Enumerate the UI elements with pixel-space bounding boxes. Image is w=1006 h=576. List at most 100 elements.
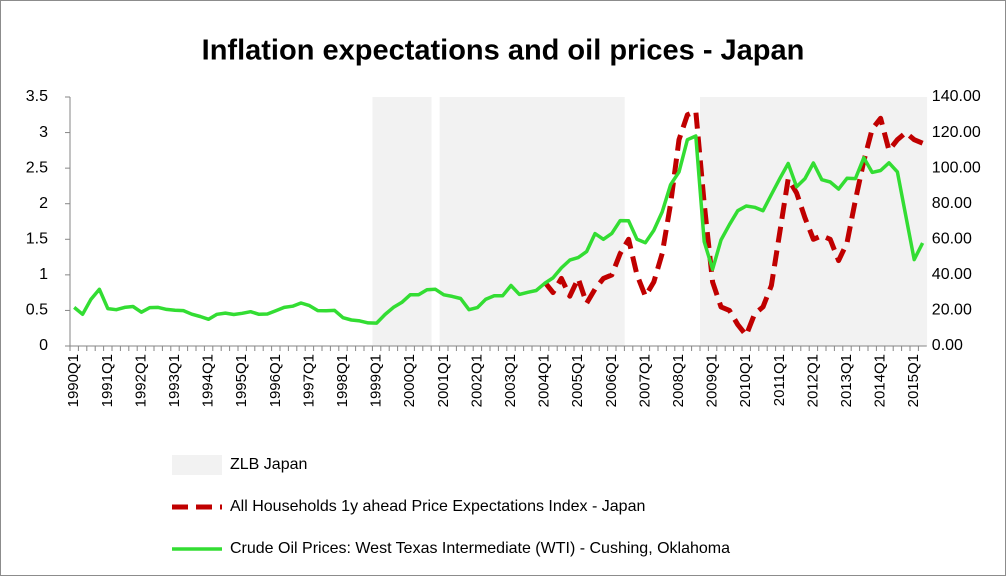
x-tick-label: 2001Q1: [435, 354, 452, 407]
shade-bar: [506, 97, 516, 346]
y2-tick-label: 0.00: [932, 337, 963, 354]
x-tick-label: 1998Q1: [334, 354, 351, 407]
shade-bar: [515, 97, 524, 346]
y-tick-label: 0: [39, 337, 48, 354]
shade-bar: [582, 97, 592, 346]
shade-bar: [574, 97, 583, 346]
x-tick-label: 1994Q1: [200, 354, 217, 407]
shade-bar: [784, 97, 793, 346]
x-tick-label: 2015Q1: [905, 354, 922, 407]
series-line: [542, 108, 924, 338]
shade-bar: [826, 97, 835, 346]
shade-bar: [565, 97, 575, 346]
shade-bar: [742, 97, 751, 346]
series-line: [73, 134, 925, 325]
x-tick-label: 2014Q1: [872, 354, 889, 407]
shade-bar: [859, 97, 869, 346]
shade-bar: [389, 97, 398, 346]
shade-bar: [490, 97, 499, 346]
shade-bar: [498, 97, 508, 346]
shade-bar: [893, 97, 902, 346]
shade-bar: [733, 97, 743, 346]
shade-bar: [918, 97, 928, 346]
shade-bar: [708, 97, 718, 346]
x-tick-label: 2006Q1: [603, 354, 620, 407]
shade-bar: [414, 97, 424, 346]
y-tick-label: 3.5: [26, 88, 48, 105]
y2-tick-label: 60.00: [932, 231, 972, 248]
shade-bar: [464, 97, 474, 346]
chart-title: Inflation expectations and oil prices - …: [202, 35, 805, 67]
shade-bar: [868, 97, 877, 346]
shade-bar: [767, 97, 776, 346]
x-tick-label: 1997Q1: [300, 354, 317, 407]
y2-tick-label: 20.00: [932, 302, 972, 319]
shade-bar: [817, 97, 827, 346]
shade-bar: [540, 97, 550, 346]
x-tick-label: 2008Q1: [670, 354, 687, 407]
shade-bar: [750, 97, 760, 346]
shade-bar: [481, 97, 491, 346]
x-tick-label: 1995Q1: [233, 354, 250, 407]
shade-bar: [406, 97, 415, 346]
shade-bar: [884, 97, 894, 346]
x-tick-label: 2002Q1: [468, 354, 485, 407]
shade-bar: [372, 97, 382, 346]
shade-bar: [473, 97, 482, 346]
x-tick-label: 2005Q1: [569, 354, 586, 407]
legend-label: Crude Oil Prices: West Texas Intermediat…: [230, 540, 730, 557]
shade-bar: [439, 97, 449, 346]
y-tick-label: 1.5: [26, 231, 48, 248]
shade-bar: [876, 97, 886, 346]
x-tick-label: 2004Q1: [536, 354, 553, 407]
shade-bar: [851, 97, 860, 346]
y2-tick-label: 120.00: [932, 124, 981, 141]
shade-bar: [758, 97, 768, 346]
shade-bar: [599, 97, 608, 346]
legend-swatch: [172, 455, 222, 475]
x-tick-label: 1991Q1: [99, 354, 116, 407]
x-tick-label: 2003Q1: [502, 354, 519, 407]
shade-bar: [809, 97, 818, 346]
x-tick-label: 1992Q1: [132, 354, 149, 407]
y-tick-label: 2: [39, 195, 48, 212]
shade-bar: [607, 97, 617, 346]
y2-tick-label: 140.00: [932, 88, 981, 105]
x-tick-label: 2000Q1: [401, 354, 418, 407]
y2-tick-label: 40.00: [932, 266, 972, 283]
y-tick-label: 2.5: [26, 159, 48, 176]
x-tick-label: 2010Q1: [737, 354, 754, 407]
shade-bar: [910, 97, 919, 346]
y2-tick-label: 80.00: [932, 195, 972, 212]
y2-tick-label: 100.00: [932, 159, 981, 176]
shade-bar: [792, 97, 802, 346]
x-tick-label: 2007Q1: [636, 354, 653, 407]
shade-bar: [557, 97, 566, 346]
shade-bar: [456, 97, 466, 346]
shade-bar: [523, 97, 533, 346]
shade-bar: [548, 97, 558, 346]
y-tick-label: 0.5: [26, 302, 48, 319]
y-tick-label: 1: [39, 266, 48, 283]
shade-bar: [448, 97, 457, 346]
legend-label: All Households 1y ahead Price Expectatio…: [230, 498, 645, 515]
x-tick-label: 1999Q1: [368, 354, 385, 407]
x-tick-label: 2012Q1: [804, 354, 821, 407]
shade-bar: [422, 97, 432, 346]
shade-bar: [380, 97, 390, 346]
shade-bar: [775, 97, 785, 346]
x-tick-label: 2009Q1: [704, 354, 721, 407]
x-tick-label: 1990Q1: [65, 354, 82, 407]
x-tick-label: 1996Q1: [267, 354, 284, 407]
x-tick-label: 2013Q1: [838, 354, 855, 407]
shade-bar: [532, 97, 541, 346]
x-tick-label: 1993Q1: [166, 354, 183, 407]
shade-bar: [397, 97, 407, 346]
x-tick-label: 2011Q1: [771, 354, 788, 406]
y-tick-label: 3: [39, 124, 48, 141]
shade-bar: [590, 97, 600, 346]
shade-bar: [842, 97, 852, 346]
shade-bar: [716, 97, 726, 346]
shade-bar: [834, 97, 844, 346]
